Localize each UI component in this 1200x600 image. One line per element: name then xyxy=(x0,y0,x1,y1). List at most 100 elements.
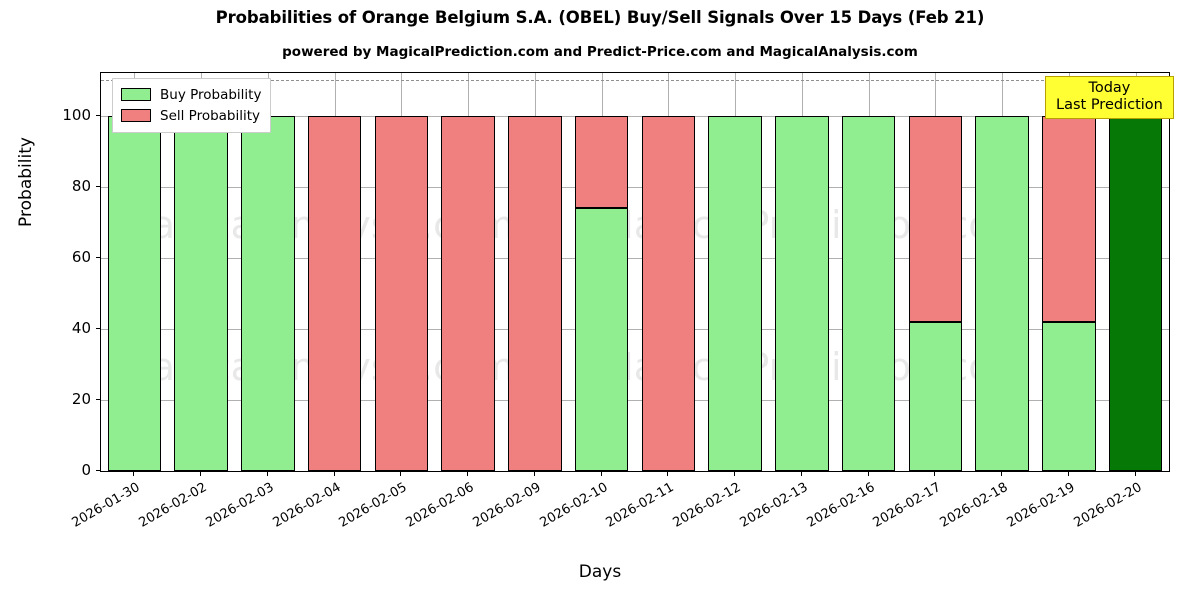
x-tick-mark xyxy=(133,472,135,476)
x-tick-mark xyxy=(200,472,202,476)
legend-label-sell: Sell Probability xyxy=(160,107,261,124)
y-tick-label: 40 xyxy=(71,318,91,337)
bars-layer xyxy=(101,73,1169,471)
x-tick-mark xyxy=(1134,472,1136,476)
bar-group[interactable] xyxy=(508,73,562,471)
bar-segment-sell[interactable] xyxy=(1042,115,1096,322)
x-tick-label: 2026-02-06 xyxy=(403,480,477,531)
bar-group[interactable] xyxy=(975,73,1029,471)
x-tick-label: 2026-02-18 xyxy=(937,480,1011,531)
y-tick-label: 0 xyxy=(81,461,91,479)
bar-group[interactable] xyxy=(1042,73,1096,471)
x-tick-label: 2026-02-13 xyxy=(737,480,811,531)
bar-group[interactable] xyxy=(107,73,162,471)
y-tick-mark xyxy=(96,185,100,187)
y-tick-label: 20 xyxy=(71,389,91,408)
bar-group[interactable] xyxy=(307,73,362,471)
y-tick-mark xyxy=(96,470,100,472)
bar-segment-sell[interactable] xyxy=(508,115,562,471)
x-tick-mark xyxy=(734,472,736,476)
x-tick-label: 2026-02-05 xyxy=(336,480,410,531)
bar-group[interactable] xyxy=(775,73,829,471)
x-tick-label: 2026-01-30 xyxy=(69,480,143,531)
legend-swatch-buy xyxy=(121,88,151,101)
bar-group[interactable] xyxy=(641,73,696,471)
x-tick-label: 2026-02-03 xyxy=(203,480,277,531)
x-tick-mark xyxy=(667,472,669,476)
x-tick-mark xyxy=(533,472,535,476)
bar-group[interactable] xyxy=(374,73,429,471)
bar-segment-buy[interactable] xyxy=(574,208,629,471)
x-tick-mark xyxy=(867,472,869,476)
legend-swatch-sell xyxy=(121,109,151,122)
bar-segment-buy[interactable] xyxy=(775,115,829,471)
x-tick-label: 2026-02-17 xyxy=(870,480,944,531)
bar-group[interactable] xyxy=(574,73,629,471)
x-tick-mark xyxy=(1067,472,1069,476)
gridline-horizontal xyxy=(101,257,1169,259)
x-tick-label: 2026-02-12 xyxy=(670,480,744,531)
legend-label-buy: Buy Probability xyxy=(160,86,262,103)
bar-segment-buy[interactable] xyxy=(975,115,1029,471)
today-annotation-line2: Last Prediction xyxy=(1056,97,1163,114)
chart-legend: Buy Probability Sell Probability xyxy=(112,78,272,133)
x-tick-mark xyxy=(934,472,936,476)
bar-segment-sell[interactable] xyxy=(574,115,629,209)
x-tick-mark xyxy=(600,472,602,476)
bar-segment-sell[interactable] xyxy=(908,115,963,322)
x-tick-label: 2026-02-04 xyxy=(270,480,344,531)
bar-segment-today[interactable] xyxy=(1108,115,1163,471)
x-tick-mark xyxy=(1001,472,1003,476)
x-tick-label: 2026-02-10 xyxy=(537,480,611,531)
chart-title: Probabilities of Orange Belgium S.A. (OB… xyxy=(215,8,985,27)
x-tick-mark xyxy=(467,472,469,476)
bar-segment-buy[interactable] xyxy=(241,115,295,471)
bar-segment-sell[interactable] xyxy=(641,115,696,471)
y-tick-label: 80 xyxy=(71,176,91,195)
y-tick-mark xyxy=(96,256,100,258)
y-axis-label: Probability xyxy=(16,137,36,227)
legend-item-buy[interactable]: Buy Probability xyxy=(121,84,261,105)
today-annotation: Today Last Prediction xyxy=(1045,76,1174,120)
gridline-horizontal xyxy=(101,186,1169,188)
bar-group[interactable] xyxy=(708,73,762,471)
gridline-horizontal xyxy=(101,115,1169,117)
gridline-horizontal xyxy=(101,399,1169,401)
y-tick-mark xyxy=(96,398,100,401)
bar-segment-buy[interactable] xyxy=(174,115,228,471)
x-tick-mark xyxy=(800,472,802,476)
today-annotation-line1: Today xyxy=(1088,80,1131,96)
x-tick-label: 2026-02-09 xyxy=(470,480,544,531)
gridline-horizontal xyxy=(101,471,1169,472)
bar-segment-buy[interactable] xyxy=(1042,321,1096,471)
bar-segment-buy[interactable] xyxy=(708,115,762,471)
x-tick-mark xyxy=(266,472,268,476)
y-tick-label: 60 xyxy=(71,247,91,266)
bar-segment-buy[interactable] xyxy=(908,321,963,471)
bar-group[interactable] xyxy=(441,73,495,471)
x-tick-label: 2026-02-20 xyxy=(1071,480,1145,531)
x-tick-label: 2026-02-02 xyxy=(136,480,210,531)
bar-segment-buy[interactable] xyxy=(107,115,162,471)
bar-segment-sell[interactable] xyxy=(441,115,495,471)
y-tick-mark xyxy=(96,327,100,329)
bar-group[interactable] xyxy=(841,73,896,471)
bar-group[interactable] xyxy=(908,73,963,471)
x-tick-label: 2026-02-11 xyxy=(603,480,677,531)
x-tick-label: 2026-02-19 xyxy=(1004,480,1078,531)
bar-group[interactable] xyxy=(241,73,295,471)
legend-item-sell[interactable]: Sell Probability xyxy=(121,105,261,126)
bar-segment-sell[interactable] xyxy=(307,115,362,471)
bar-group[interactable] xyxy=(174,73,228,471)
bar-segment-buy[interactable] xyxy=(841,115,896,471)
bar-group[interactable] xyxy=(1108,73,1163,471)
x-tick-mark xyxy=(333,472,335,476)
y-tick-label: 100 xyxy=(62,105,91,124)
chart-subtitle: powered by MagicalPrediction.com and Pre… xyxy=(282,44,918,60)
y-tick-mark xyxy=(96,114,100,116)
bar-segment-sell[interactable] xyxy=(374,115,429,471)
x-tick-label: 2026-02-16 xyxy=(804,480,878,531)
x-axis-label: Days xyxy=(578,562,622,582)
x-tick-mark xyxy=(400,472,402,476)
